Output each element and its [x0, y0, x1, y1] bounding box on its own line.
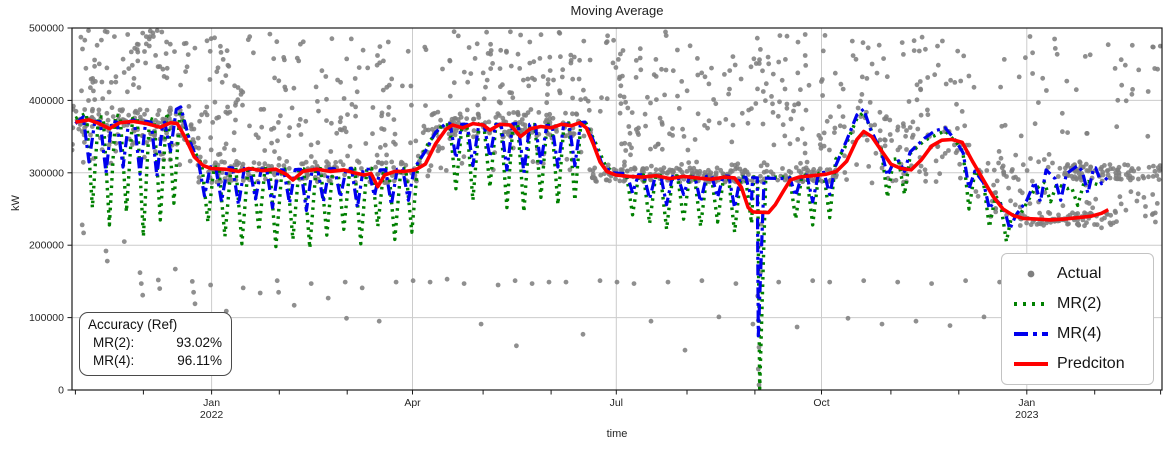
axis-ticks [67, 27, 1162, 395]
legend-item-actual: Actual [1010, 259, 1149, 289]
y-tick-label: 0 [58, 385, 64, 397]
actual-scatter-marker-icon [1010, 268, 1052, 280]
y-tick-label: 100000 [29, 312, 64, 324]
plot-border [71, 27, 1163, 391]
y-tick-label: 400000 [29, 95, 64, 107]
y-tick-label: 300000 [29, 167, 64, 179]
legend-label-mr4: MR(4) [1057, 325, 1102, 342]
legend-label-prediction: Predciton [1057, 355, 1125, 372]
accuracy-mr2-value: 93.02% [176, 335, 222, 350]
x-tick-label: Jan [1018, 397, 1035, 409]
legend: Actual MR(2) MR(4) Predciton [1001, 253, 1154, 385]
y-tick-label: 500000 [29, 23, 64, 35]
legend-label-mr2: MR(2) [1057, 295, 1102, 312]
legend-item-prediction: Predciton [1010, 349, 1149, 379]
accuracy-row-mr4: MR(4): 96.11% [88, 352, 222, 370]
mr2-dotted-line-icon [1010, 298, 1052, 310]
legend-label-actual: Actual [1057, 265, 1102, 282]
accuracy-mr4-value: 96.11% [177, 353, 222, 368]
mr-4--line [74, 105, 1109, 338]
accuracy-row-mr2: MR(2): 93.02% [88, 334, 222, 352]
y-axis-label: kW [10, 195, 22, 211]
x-tick-sublabel: 2023 [1015, 409, 1039, 421]
x-axis-label: time [606, 428, 628, 440]
accuracy-mr2-label: MR(2): [93, 335, 135, 350]
chart-title: Moving Average [570, 3, 664, 18]
x-tick-sublabel: 2022 [200, 409, 224, 421]
prediction-line-icon [1010, 358, 1052, 370]
legend-item-mr2: MR(2) [1010, 289, 1149, 319]
x-tick-label: Apr [404, 397, 421, 409]
x-tick-label: Jul [610, 397, 623, 409]
accuracy-title: Accuracy (Ref) [88, 317, 178, 332]
tick-labels: 0100000200000300000400000500000Jan2022Ap… [29, 23, 1039, 422]
accuracy-annotation: Accuracy (Ref) MR(2): 93.02% MR(4): 96.1… [79, 312, 232, 376]
gridlines [72, 28, 1162, 390]
x-tick-label: Jan [203, 397, 220, 409]
mr4-dashdot-line-icon [1010, 328, 1052, 340]
legend-item-mr4: MR(4) [1010, 319, 1149, 349]
x-tick-label: Oct [813, 397, 829, 409]
predciton-line [75, 118, 1110, 222]
accuracy-mr4-label: MR(4): [93, 353, 135, 368]
y-tick-label: 200000 [29, 240, 64, 252]
